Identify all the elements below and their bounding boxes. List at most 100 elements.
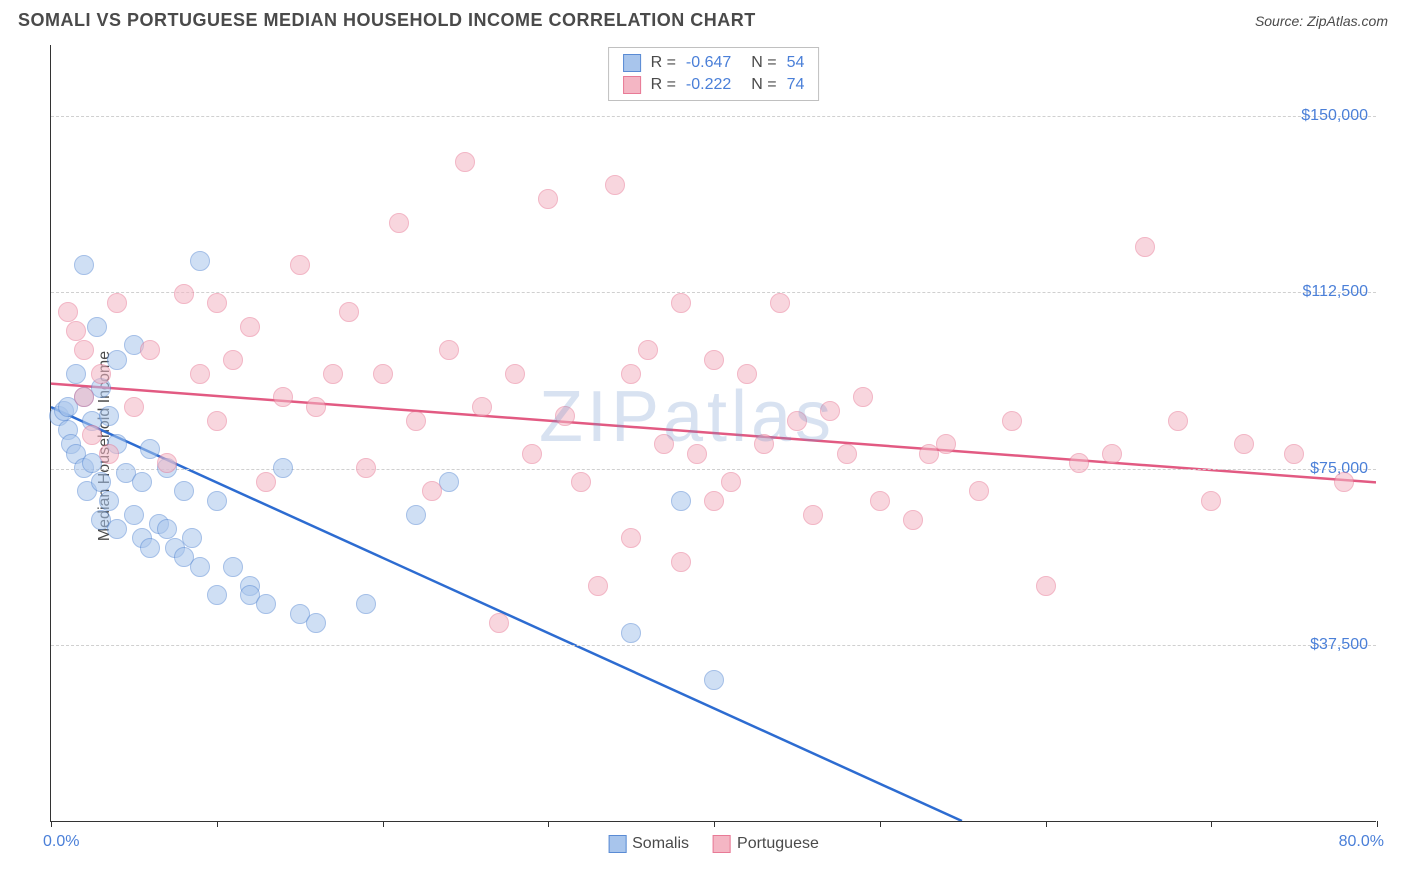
scatter-point [704, 491, 724, 511]
legend-bottom: Somalis Portuguese [608, 835, 819, 853]
stats-legend-box: R = -0.647N = 54R = -0.222N = 74 [608, 47, 820, 101]
chart-container: SOMALI VS PORTUGUESE MEDIAN HOUSEHOLD IN… [0, 0, 1406, 892]
x-tick [548, 821, 549, 827]
stats-r-label: R = [651, 76, 676, 94]
scatter-point [223, 350, 243, 370]
scatter-point [770, 293, 790, 313]
scatter-point [555, 406, 575, 426]
scatter-point [273, 458, 293, 478]
scatter-point [638, 340, 658, 360]
gridline-h [51, 116, 1376, 117]
scatter-point [174, 481, 194, 501]
scatter-point [837, 444, 857, 464]
scatter-point [306, 613, 326, 633]
stats-r-value: -0.222 [686, 76, 731, 94]
scatter-point [1334, 472, 1354, 492]
x-axis-min-label: 0.0% [43, 833, 79, 851]
scatter-point [406, 505, 426, 525]
scatter-point [339, 302, 359, 322]
scatter-point [74, 387, 94, 407]
trend-line [51, 384, 1376, 483]
scatter-point [820, 401, 840, 421]
legend-swatch [608, 835, 626, 853]
scatter-point [505, 364, 525, 384]
x-tick [217, 821, 218, 827]
scatter-point [472, 397, 492, 417]
gridline-h [51, 292, 1376, 293]
scatter-point [74, 255, 94, 275]
scatter-point [389, 213, 409, 233]
scatter-point [58, 302, 78, 322]
scatter-point [107, 519, 127, 539]
scatter-point [373, 364, 393, 384]
stats-r-value: -0.647 [686, 54, 731, 72]
scatter-point [621, 623, 641, 643]
y-tick-label: $150,000 [1301, 107, 1368, 125]
gridline-h [51, 469, 1376, 470]
x-tick [51, 821, 52, 827]
scatter-point [704, 670, 724, 690]
scatter-point [1102, 444, 1122, 464]
scatter-point [671, 552, 691, 572]
scatter-point [124, 505, 144, 525]
x-tick [1377, 821, 1378, 827]
scatter-point [140, 439, 160, 459]
legend-label: Somalis [632, 835, 689, 853]
scatter-point [853, 387, 873, 407]
scatter-point [605, 175, 625, 195]
scatter-point [522, 444, 542, 464]
stats-n-label: N = [751, 54, 776, 72]
scatter-point [207, 411, 227, 431]
scatter-point [803, 505, 823, 525]
scatter-point [737, 364, 757, 384]
gridline-h [51, 645, 1376, 646]
scatter-point [406, 411, 426, 431]
scatter-point [82, 425, 102, 445]
legend-item: Portuguese [713, 835, 819, 853]
y-tick-label: $37,500 [1310, 636, 1368, 654]
scatter-point [439, 340, 459, 360]
scatter-point [66, 321, 86, 341]
scatter-point [721, 472, 741, 492]
stats-r-label: R = [651, 54, 676, 72]
scatter-point [273, 387, 293, 407]
stats-row: R = -0.647N = 54 [623, 52, 805, 74]
scatter-point [190, 364, 210, 384]
scatter-point [207, 585, 227, 605]
x-tick [880, 821, 881, 827]
stats-n-label: N = [751, 76, 776, 94]
scatter-point [489, 613, 509, 633]
scatter-point [323, 364, 343, 384]
scatter-point [538, 189, 558, 209]
scatter-point [190, 251, 210, 271]
scatter-point [99, 444, 119, 464]
scatter-point [787, 411, 807, 431]
scatter-point [903, 510, 923, 530]
scatter-point [870, 491, 890, 511]
stats-swatch [623, 76, 641, 94]
scatter-point [687, 444, 707, 464]
x-tick [714, 821, 715, 827]
x-tick [1211, 821, 1212, 827]
scatter-point [74, 340, 94, 360]
scatter-point [588, 576, 608, 596]
stats-swatch [623, 54, 641, 72]
scatter-point [356, 458, 376, 478]
scatter-point [1234, 434, 1254, 454]
y-tick-label: $112,500 [1302, 283, 1368, 301]
x-tick [1046, 821, 1047, 827]
x-axis-max-label: 80.0% [1339, 833, 1384, 851]
scatter-point [91, 472, 111, 492]
scatter-point [99, 406, 119, 426]
scatter-point [704, 350, 724, 370]
scatter-point [969, 481, 989, 501]
scatter-point [91, 364, 111, 384]
scatter-point [422, 481, 442, 501]
scatter-point [140, 538, 160, 558]
x-tick [383, 821, 384, 827]
scatter-point [1168, 411, 1188, 431]
scatter-point [256, 594, 276, 614]
scatter-point [1002, 411, 1022, 431]
chart-title: SOMALI VS PORTUGUESE MEDIAN HOUSEHOLD IN… [18, 10, 756, 31]
scatter-point [66, 364, 86, 384]
